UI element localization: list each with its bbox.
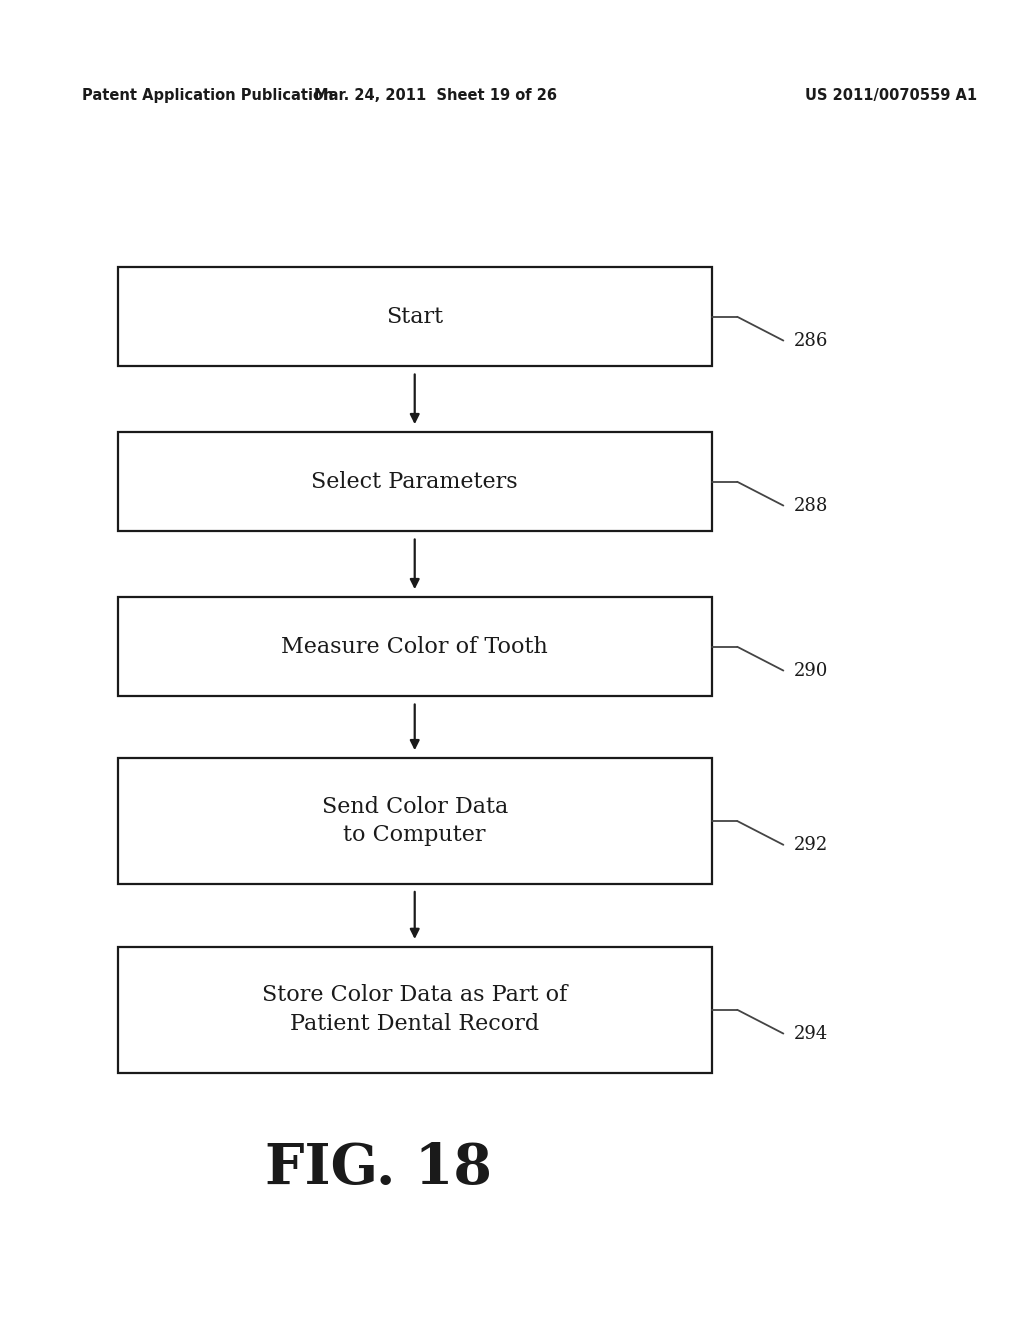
Text: Send Color Data
to Computer: Send Color Data to Computer [322,796,508,846]
Bar [118,948,712,1072]
Text: 290: 290 [794,661,828,680]
Text: Start: Start [386,306,443,327]
Text: Mar. 24, 2011  Sheet 19 of 26: Mar. 24, 2011 Sheet 19 of 26 [313,87,557,103]
Text: Store Color Data as Part of
Patient Dental Record: Store Color Data as Part of Patient Dent… [262,985,567,1035]
Text: Select Parameters: Select Parameters [311,471,518,492]
Bar [118,433,712,531]
Bar [118,758,712,884]
Bar [118,597,712,697]
Text: 288: 288 [794,496,828,515]
Text: 286: 286 [794,331,828,350]
Text: 294: 294 [794,1024,827,1043]
Text: 292: 292 [794,836,827,854]
Text: Patent Application Publication: Patent Application Publication [82,87,334,103]
Bar [118,267,712,366]
Text: US 2011/0070559 A1: US 2011/0070559 A1 [805,87,977,103]
Text: FIG. 18: FIG. 18 [265,1140,493,1196]
Text: Measure Color of Tooth: Measure Color of Tooth [282,636,548,657]
